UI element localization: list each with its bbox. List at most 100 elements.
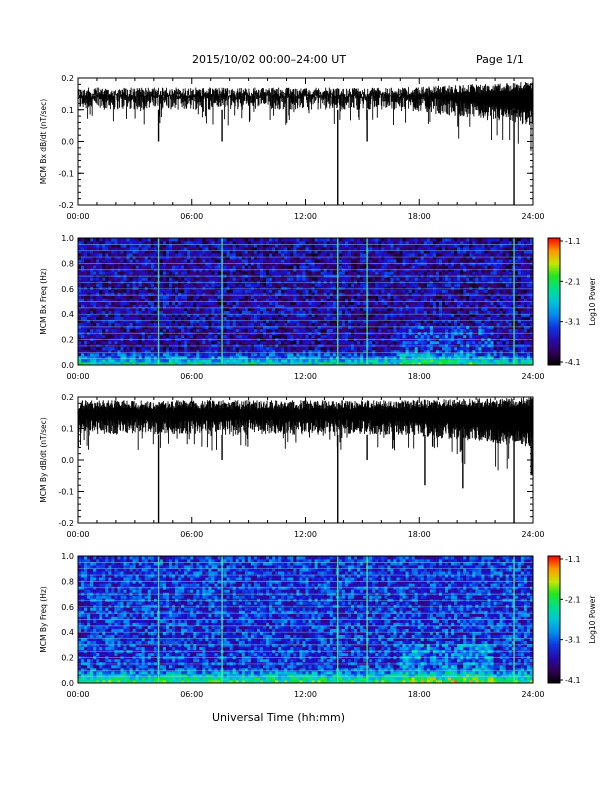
spectrogram-cell [344, 256, 349, 260]
spectrogram-cell [305, 283, 309, 287]
spectrogram-cell [296, 280, 300, 284]
spectrogram-cell [296, 241, 300, 245]
spectrogram-cell [402, 325, 406, 330]
spectrogram-cell [90, 310, 94, 314]
spectrogram-cell [369, 292, 373, 296]
spectrogram-cell [87, 241, 91, 245]
spectrogram-cell [135, 295, 140, 299]
spectrogram-cell [114, 289, 118, 293]
spectrogram-cell [226, 238, 231, 242]
spectrogram-cell [141, 334, 146, 339]
spectrogram-cell [87, 280, 91, 284]
spectrogram-cell [226, 292, 231, 296]
spectrogram-cell [90, 238, 94, 242]
spectrogram-cell [108, 262, 112, 266]
spectrogram-cell [150, 325, 155, 330]
spectrogram-cell [226, 289, 231, 293]
spectrogram-cell [205, 328, 209, 333]
spectrogram-cell [178, 262, 182, 266]
spectrogram-cell [172, 355, 176, 360]
spectrogram-cell [129, 349, 133, 354]
spectrogram-cell [408, 346, 413, 351]
spectrogram-cell [275, 316, 279, 321]
spectrogram-cell [120, 262, 124, 266]
spectrogram-cell [269, 244, 273, 248]
spectrogram-cell [329, 334, 334, 339]
spectrogram-cell [290, 355, 294, 360]
spectrogram-cell [187, 289, 191, 293]
spectrogram-cell [351, 352, 355, 357]
spectrogram-cell [405, 343, 410, 348]
spectrogram-cell [123, 289, 127, 293]
spectrogram-cell [117, 298, 121, 302]
spectrogram-cell [87, 313, 91, 318]
spectrogram-cell [305, 277, 309, 281]
spectrogram-cell [238, 241, 243, 245]
spectrogram-cell [387, 361, 391, 366]
spectrogram-cell [253, 316, 258, 321]
spectrogram-cell [266, 304, 270, 308]
spectrogram-cell [84, 352, 88, 357]
spectrogram-cell [384, 349, 388, 354]
spectrogram-cell [144, 349, 149, 354]
spectrogram-cell [81, 271, 85, 275]
spectrogram-cell [205, 238, 209, 242]
spectrogram-cell [402, 244, 406, 248]
spectrogram-cell [326, 241, 331, 245]
spectrogram-cell [384, 334, 388, 339]
spectrogram-cell [354, 283, 358, 287]
spectrogram-cell [417, 280, 422, 284]
spectrogram-cell [284, 256, 288, 260]
spectrogram-cell [311, 307, 315, 311]
spectrogram-cell [214, 286, 218, 290]
spectrogram-cell [235, 346, 240, 351]
spectrogram-cell [387, 355, 391, 360]
spectrogram-cell [284, 361, 288, 366]
spectrogram-cell [311, 346, 315, 351]
spectrogram-cell [172, 325, 176, 330]
spectrogram-cell [351, 280, 355, 284]
spectrogram-cell [263, 310, 267, 314]
spectrogram-cell [184, 244, 188, 248]
spectrogram-cell [293, 286, 297, 290]
spectrogram-cell [244, 334, 249, 339]
spectrogram-cell [253, 343, 258, 348]
spectrogram-cell [175, 349, 179, 354]
spectrogram-cell [287, 286, 291, 290]
spectrogram-cell [405, 253, 410, 257]
spectrogram-cell [323, 343, 328, 348]
spectrogram-cell [387, 280, 391, 284]
spectrogram-cell [184, 280, 188, 284]
spectrogram-cell [314, 304, 319, 308]
spectrogram-cell [402, 349, 406, 354]
spectrogram-cell [187, 343, 191, 348]
spectrogram-cell [399, 343, 403, 348]
spectrogram-cell [308, 316, 312, 321]
spectrogram-cell [266, 358, 270, 363]
spectrogram-cell [247, 346, 252, 351]
spectrogram-cell [159, 343, 164, 348]
spectrogram-cell [287, 295, 291, 299]
spectrogram-cell [208, 343, 212, 348]
spectrogram-cell [372, 262, 376, 266]
spectrogram-cell [93, 247, 97, 251]
spectrogram-cell [241, 247, 246, 251]
spectrogram-cell [175, 334, 179, 339]
spectrogram-cell [138, 322, 143, 327]
spectrogram-cell [278, 301, 282, 305]
spectrogram-cell [120, 346, 124, 351]
spectrogram-cell [81, 310, 85, 314]
spectrogram-cell [102, 343, 106, 348]
spectrogram-cell [223, 247, 228, 251]
spectrogram-cell [247, 343, 252, 348]
spectrogram-cell [281, 238, 285, 242]
spectrogram-cell [93, 325, 97, 330]
spectrogram-cell [93, 304, 97, 308]
spectrogram-cell [308, 310, 312, 314]
spectrogram-cell [393, 301, 397, 305]
spectrogram-cell [144, 247, 149, 251]
spectrogram-cell [205, 295, 209, 299]
spectrogram-cell [332, 340, 337, 345]
spectrogram-cell [93, 310, 97, 314]
spectrogram-cell [360, 301, 364, 305]
